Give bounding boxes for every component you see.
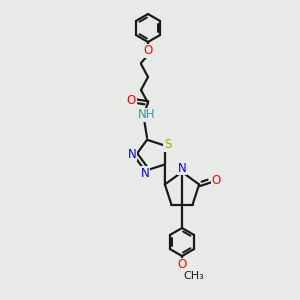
Text: O: O — [143, 44, 153, 58]
Text: O: O — [212, 174, 221, 187]
Text: N: N — [178, 161, 186, 175]
Text: O: O — [177, 259, 187, 272]
Text: CH₃: CH₃ — [184, 271, 204, 281]
Text: NH: NH — [138, 109, 156, 122]
Text: O: O — [126, 94, 136, 106]
Text: N: N — [128, 148, 136, 160]
Text: N: N — [141, 167, 149, 180]
Text: S: S — [164, 138, 172, 151]
